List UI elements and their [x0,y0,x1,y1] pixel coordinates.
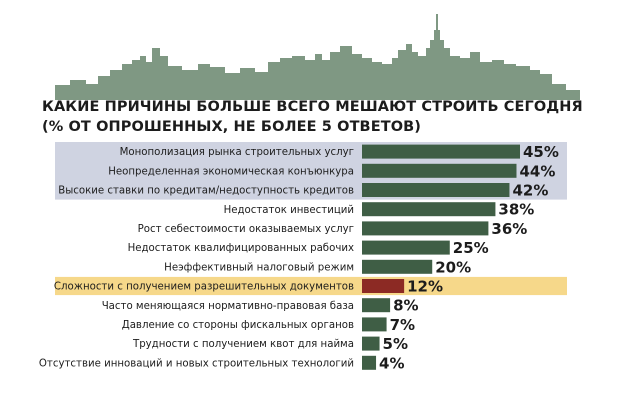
bar [362,317,387,332]
category-label: Часто меняющаяся нормативно-правовая баз… [102,301,354,312]
bar [362,259,433,274]
value-label: 45% [523,143,559,161]
bar [362,202,496,217]
category-label: Высокие ставки по кредитам/недоступность… [58,186,354,197]
bar [362,240,450,255]
bar [362,298,391,313]
category-label: Недостаток инвестиций [224,205,354,216]
value-label: 20% [435,258,471,276]
category-label: Неэффективный налоговый режим [164,262,354,273]
bar [362,355,377,370]
category-label: Трудности с получением квот для найма [132,339,354,350]
chart-title-line-2: (% ОТ ОПРОШЕННЫХ, НЕ БОЛЕЕ 5 ОТВЕТОВ) [42,119,422,135]
value-label: 44% [519,162,555,180]
bar [362,183,510,197]
category-label: Сложности с получением разрешительных до… [54,282,354,293]
category-label: Неопределенная экономическая конъюнкура [108,166,354,177]
value-label: 12% [407,278,443,296]
value-label: 5% [383,335,408,353]
bar [362,221,489,236]
value-label: 8% [393,297,418,315]
chart-title-line-1: КАКИЕ ПРИЧИНЫ БОЛЬШЕ ВСЕГО МЕШАЮТ СТРОИТ… [42,99,583,115]
bar [362,336,380,351]
bar [362,144,520,159]
value-label: 7% [390,316,415,334]
category-label: Недостаток квалифицированных рабочих [128,243,354,254]
category-label: Давление со стороны фискальных органов [122,320,354,331]
chart-title: КАКИЕ ПРИЧИНЫ БОЛЬШЕ ВСЕГО МЕШАЮТ СТРОИТ… [42,97,602,137]
highlight-band-row [55,276,567,296]
value-label: 42% [512,182,548,200]
category-label: Монополизация рынка строительных услуг [120,147,354,158]
city-skyline-illustration [55,14,580,100]
value-label: 25% [453,239,489,257]
category-label: Отсутствие инноваций и новых строительны… [39,358,354,369]
value-label: 4% [379,354,404,372]
value-label: 36% [491,220,527,238]
bar [362,279,405,293]
value-label: 38% [498,201,534,219]
category-label: Рост себестоимости оказываемых услуг [138,224,354,235]
bar [362,163,517,178]
